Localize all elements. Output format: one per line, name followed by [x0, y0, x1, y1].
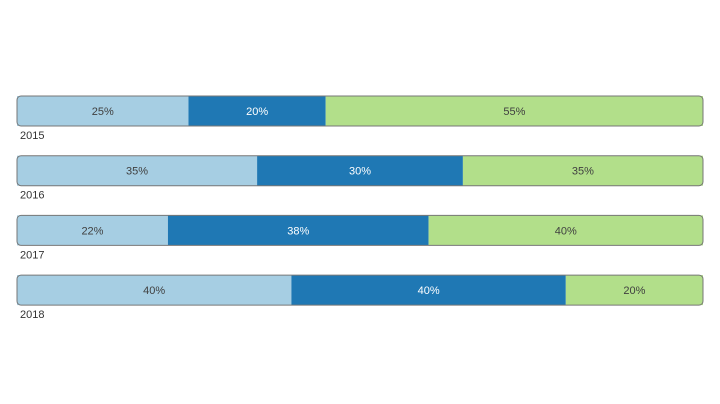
bar-segment [167, 215, 429, 246]
bar-outline [16, 95, 704, 127]
bar-segment [17, 155, 258, 186]
value-label: 35% [126, 166, 148, 178]
value-label: 55% [503, 106, 525, 118]
category-label: 2018 [20, 309, 44, 321]
bar-segment [565, 275, 703, 306]
bar-outline [16, 214, 704, 246]
value-label: 20% [623, 285, 645, 297]
bar-segment [462, 155, 703, 186]
value-label: 40% [418, 285, 440, 297]
value-label: 40% [555, 225, 577, 237]
bar-segment [17, 96, 189, 126]
bar-outline [16, 274, 704, 306]
bar-segment [17, 275, 292, 306]
bar-segment [325, 96, 703, 126]
value-label: 30% [349, 166, 371, 178]
category-label: 2015 [20, 130, 44, 142]
bar-segment [257, 155, 463, 186]
category-label: 2017 [20, 249, 44, 261]
bar-segment [17, 215, 168, 246]
value-label: 20% [246, 106, 268, 118]
bar-segment [188, 96, 326, 126]
value-label: 40% [143, 285, 165, 297]
value-label: 22% [81, 225, 103, 237]
category-label: 2016 [20, 190, 44, 202]
bar-segment [428, 215, 703, 246]
value-label: 25% [92, 106, 114, 118]
bar-outline [16, 155, 704, 187]
value-label: 35% [572, 166, 594, 178]
bar-segment [291, 275, 566, 306]
value-label: 38% [287, 225, 309, 237]
